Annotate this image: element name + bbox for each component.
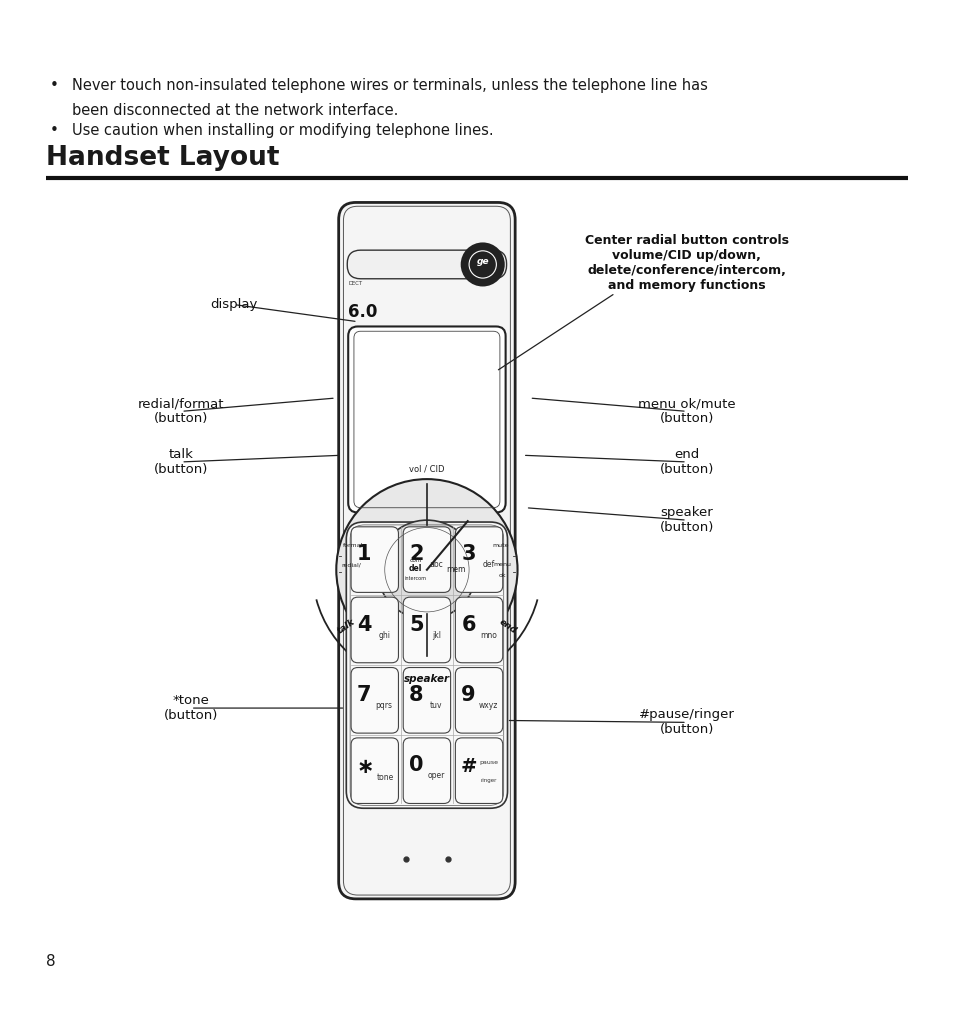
Text: end: end — [497, 617, 517, 636]
FancyBboxPatch shape — [351, 527, 398, 592]
Text: Use caution when installing or modifying telephone lines.: Use caution when installing or modifying… — [71, 123, 493, 138]
Text: #: # — [460, 756, 476, 776]
Text: #pause/ringer
(button): #pause/ringer (button) — [639, 708, 734, 736]
Text: format: format — [342, 543, 364, 548]
FancyBboxPatch shape — [403, 667, 450, 733]
Text: ∗: ∗ — [356, 757, 374, 777]
Text: display: display — [210, 298, 257, 311]
FancyBboxPatch shape — [338, 203, 515, 899]
Text: ok: ok — [498, 573, 505, 578]
Text: talk
(button): talk (button) — [154, 448, 208, 476]
FancyBboxPatch shape — [351, 598, 398, 663]
Text: *tone
(button): *tone (button) — [164, 694, 217, 722]
Text: •: • — [50, 123, 58, 138]
Text: been disconnected at the network interface.: been disconnected at the network interfa… — [71, 104, 397, 118]
Circle shape — [461, 244, 503, 285]
Text: abc: abc — [429, 561, 443, 569]
Text: talk: talk — [335, 617, 356, 636]
Text: •: • — [50, 79, 58, 93]
Text: def: def — [482, 561, 495, 569]
Text: speaker
(button): speaker (button) — [659, 506, 713, 534]
FancyBboxPatch shape — [403, 527, 450, 592]
FancyBboxPatch shape — [347, 250, 506, 279]
Text: oper: oper — [427, 772, 445, 780]
Text: menu ok/mute
(button): menu ok/mute (button) — [638, 398, 735, 425]
Text: ghi: ghi — [377, 630, 390, 640]
Text: 6: 6 — [461, 615, 476, 634]
Text: 1: 1 — [356, 544, 372, 565]
Text: 8: 8 — [46, 953, 55, 969]
Text: 8: 8 — [409, 685, 423, 705]
FancyBboxPatch shape — [455, 598, 502, 663]
Text: jkl: jkl — [432, 630, 440, 640]
Text: mem: mem — [445, 565, 465, 574]
FancyBboxPatch shape — [403, 738, 450, 804]
Text: Handset Layout: Handset Layout — [46, 146, 279, 171]
Text: speaker: speaker — [403, 673, 450, 684]
FancyBboxPatch shape — [455, 527, 502, 592]
FancyBboxPatch shape — [351, 738, 398, 804]
Text: 7: 7 — [356, 685, 372, 705]
Text: 0: 0 — [409, 755, 423, 776]
Text: redial/: redial/ — [341, 563, 361, 568]
Text: del: del — [408, 565, 422, 573]
Text: 2: 2 — [409, 544, 423, 565]
FancyBboxPatch shape — [403, 598, 450, 663]
Text: 5: 5 — [409, 615, 423, 634]
Text: 3: 3 — [461, 544, 476, 565]
Text: ringer: ringer — [480, 778, 497, 783]
Text: Center radial button controls
volume/CID up/down,
delete/conference/intercom,
an: Center radial button controls volume/CID… — [584, 234, 788, 291]
Circle shape — [335, 479, 517, 660]
Circle shape — [376, 520, 476, 619]
FancyBboxPatch shape — [455, 667, 502, 733]
Text: end
(button): end (button) — [659, 448, 713, 476]
Text: mute: mute — [492, 543, 508, 548]
Text: conf: conf — [409, 558, 421, 563]
Text: flash: flash — [350, 692, 368, 701]
Text: 9: 9 — [461, 685, 476, 705]
Text: ge: ge — [476, 257, 489, 266]
Text: menu: menu — [493, 562, 511, 567]
Text: pqrs: pqrs — [375, 701, 393, 710]
FancyBboxPatch shape — [348, 327, 505, 512]
Text: redial/format
(button): redial/format (button) — [138, 398, 224, 425]
FancyBboxPatch shape — [455, 738, 502, 804]
Text: 6.0: 6.0 — [348, 302, 377, 321]
Text: wxyz: wxyz — [478, 701, 497, 710]
Text: Never touch non-insulated telephone wires or terminals, unless the telephone lin: Never touch non-insulated telephone wire… — [71, 79, 707, 93]
Text: intercom: intercom — [404, 576, 426, 581]
Text: pause: pause — [478, 761, 497, 766]
Text: tone: tone — [376, 773, 394, 782]
Text: vol / CID: vol / CID — [409, 464, 444, 474]
Text: DECT: DECT — [348, 282, 362, 286]
Text: mno: mno — [479, 630, 497, 640]
Text: tuv: tuv — [430, 701, 442, 710]
FancyBboxPatch shape — [351, 667, 398, 733]
Text: 4: 4 — [356, 615, 372, 634]
FancyBboxPatch shape — [346, 522, 507, 809]
